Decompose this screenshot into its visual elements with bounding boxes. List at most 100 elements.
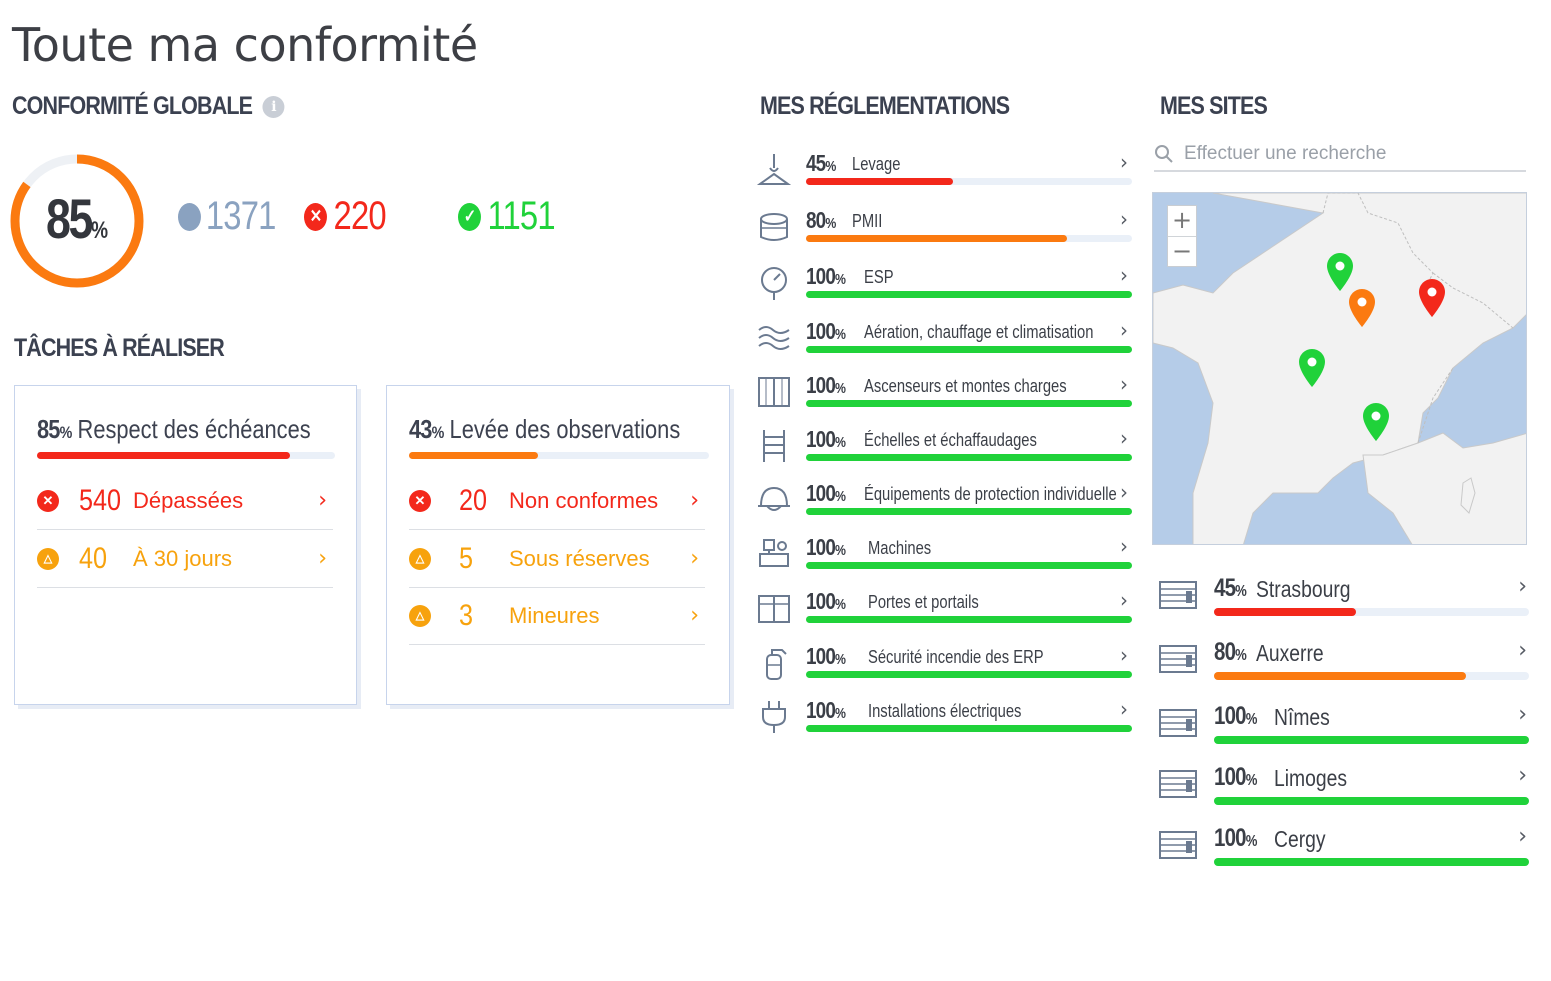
regulation-item[interactable]: 100% Aération, chauffage et climatisation…	[756, 318, 1136, 372]
chevron-right-icon[interactable]: ›	[690, 488, 699, 513]
regulation-item[interactable]: 100% Machines ›	[756, 534, 1136, 588]
site-progress-bar	[1214, 608, 1529, 616]
regulation-percent: 80%	[806, 207, 836, 233]
air-waves-icon	[758, 326, 790, 350]
pressure-gauge-icon	[761, 267, 787, 300]
map-marker-green-icon[interactable]	[1363, 403, 1389, 441]
non-compliant-count: ✕ 220	[304, 194, 387, 239]
chevron-right-icon[interactable]: ›	[1518, 638, 1527, 663]
chevron-right-icon[interactable]: ›	[1120, 643, 1128, 667]
regulation-percent: 100%	[806, 588, 846, 614]
chevron-right-icon[interactable]: ›	[318, 488, 327, 513]
global-compliance-heading: CONFORMITÉ GLOBALE i	[12, 92, 285, 121]
site-name: Auxerre	[1256, 640, 1324, 666]
regulation-item[interactable]: 100% Portes et portails ›	[756, 588, 1136, 642]
electric-plug-icon	[762, 701, 786, 733]
page-title: Toute ma conformité	[12, 18, 478, 72]
deadlines-card: 85% Respect des échéances ✕ 540 Dépassée…	[14, 385, 357, 705]
search-input[interactable]	[1184, 143, 1504, 165]
task-row-30-days[interactable]: △ 40 À 30 jours ›	[37, 530, 333, 588]
task-row-non-compliant[interactable]: ✕ 20 Non conformes ›	[409, 472, 705, 530]
sites-heading: MES SITES	[1160, 92, 1268, 120]
card-progress-bar	[37, 452, 335, 459]
regulation-percent: 100%	[806, 426, 846, 452]
donut-progress-arc	[10, 154, 144, 288]
chevron-right-icon[interactable]: ›	[1120, 207, 1128, 231]
chevron-right-icon[interactable]: ›	[1120, 534, 1128, 558]
observations-card: 43% Levée des observations ✕ 20 Non conf…	[386, 385, 730, 705]
chevron-right-icon[interactable]: ›	[1120, 480, 1128, 504]
site-item[interactable]: 100% Cergy ›	[1158, 824, 1533, 884]
regulation-progress-bar	[806, 671, 1132, 678]
regulations-heading: MES RÉGLEMENTATIONS	[760, 92, 1010, 120]
site-progress-bar	[1214, 736, 1529, 744]
regulation-item[interactable]: 100% ESP ›	[756, 263, 1136, 317]
chevron-right-icon[interactable]: ›	[1120, 318, 1128, 342]
zoom-out-button[interactable]: −	[1168, 236, 1196, 266]
site-percent: 100%	[1214, 824, 1257, 852]
total-dot-icon	[178, 202, 201, 231]
regulation-percent: 100%	[806, 318, 846, 344]
site-item[interactable]: 100% Nîmes ›	[1158, 702, 1533, 762]
chevron-right-icon[interactable]: ›	[690, 603, 699, 628]
regulation-item[interactable]: 80% PMII ›	[756, 207, 1136, 261]
chevron-right-icon[interactable]: ›	[1518, 574, 1527, 599]
info-icon[interactable]: i	[262, 96, 285, 119]
regulation-progress-bar	[806, 346, 1132, 353]
regulation-name: Équipements de protection individuelle	[864, 484, 1117, 504]
site-item[interactable]: 45% Strasbourg ›	[1158, 574, 1533, 634]
map-marker-green-icon[interactable]	[1327, 253, 1353, 291]
site-name: Nîmes	[1274, 704, 1330, 730]
chevron-right-icon[interactable]: ›	[1120, 263, 1128, 287]
task-row-minor[interactable]: △ 3 Mineures ›	[409, 587, 705, 645]
regulation-progress-bar	[806, 508, 1132, 515]
total-count: 1371	[178, 194, 276, 239]
machine-icon	[759, 539, 789, 567]
site-item[interactable]: 80% Auxerre ›	[1158, 638, 1533, 698]
chevron-right-icon[interactable]: ›	[1120, 150, 1128, 174]
regulation-name: Aération, chauffage et climatisation	[864, 322, 1094, 342]
card-progress-bar	[409, 452, 709, 459]
regulation-item[interactable]: 100% Ascenseurs et montes charges ›	[756, 372, 1136, 426]
map-marker-green-icon[interactable]	[1299, 349, 1325, 387]
chevron-right-icon[interactable]: ›	[1120, 426, 1128, 450]
chevron-right-icon[interactable]: ›	[1120, 697, 1128, 721]
map-marker-orange-icon[interactable]	[1349, 289, 1375, 327]
chevron-right-icon[interactable]: ›	[690, 546, 699, 571]
zoom-in-button[interactable]: +	[1171, 206, 1193, 234]
regulation-item[interactable]: 100% Équipements de protection individuel…	[756, 480, 1136, 534]
site-percent: 100%	[1214, 763, 1257, 791]
regulation-name: Échelles et échaffaudages	[864, 430, 1037, 450]
site-item[interactable]: 100% Limoges ›	[1158, 763, 1533, 823]
regulation-item[interactable]: 100% Sécurité incendie des ERP ›	[756, 643, 1136, 697]
sites-map[interactable]: + −	[1152, 192, 1527, 545]
elevator-icon	[758, 377, 790, 407]
regulation-progress-bar	[806, 562, 1132, 569]
site-search	[1154, 138, 1526, 172]
site-name: Limoges	[1274, 765, 1348, 791]
regulation-item[interactable]: 100% Installations électriques ›	[756, 697, 1136, 751]
chevron-right-icon[interactable]: ›	[1518, 763, 1527, 788]
card-title: 85% Respect des échéances	[37, 414, 311, 444]
task-row-reservations[interactable]: △ 5 Sous réserves ›	[409, 530, 705, 588]
regulation-percent: 100%	[806, 534, 846, 560]
regulation-percent: 45%	[806, 150, 836, 176]
regulation-item[interactable]: 45% Levage ›	[756, 150, 1136, 204]
building-icon	[1159, 709, 1197, 737]
regulation-percent: 100%	[806, 263, 846, 289]
search-icon	[1155, 145, 1173, 163]
chevron-right-icon[interactable]: ›	[1120, 588, 1128, 612]
map-marker-red-icon[interactable]	[1419, 279, 1445, 317]
warning-triangle-icon: △	[409, 547, 431, 570]
regulation-item[interactable]: 100% Échelles et échaffaudages ›	[756, 426, 1136, 480]
chevron-right-icon[interactable]: ›	[1518, 702, 1527, 727]
chevron-right-icon[interactable]: ›	[318, 546, 327, 571]
chevron-right-icon[interactable]: ›	[1120, 372, 1128, 396]
task-row-overdue[interactable]: ✕ 540 Dépassées ›	[37, 472, 333, 530]
regulation-percent: 100%	[806, 643, 846, 669]
regulation-progress-bar	[806, 616, 1132, 623]
regulation-name: Levage	[852, 154, 901, 174]
regulation-progress-bar	[806, 400, 1132, 407]
chevron-right-icon[interactable]: ›	[1518, 824, 1527, 849]
site-progress-bar	[1214, 672, 1529, 680]
